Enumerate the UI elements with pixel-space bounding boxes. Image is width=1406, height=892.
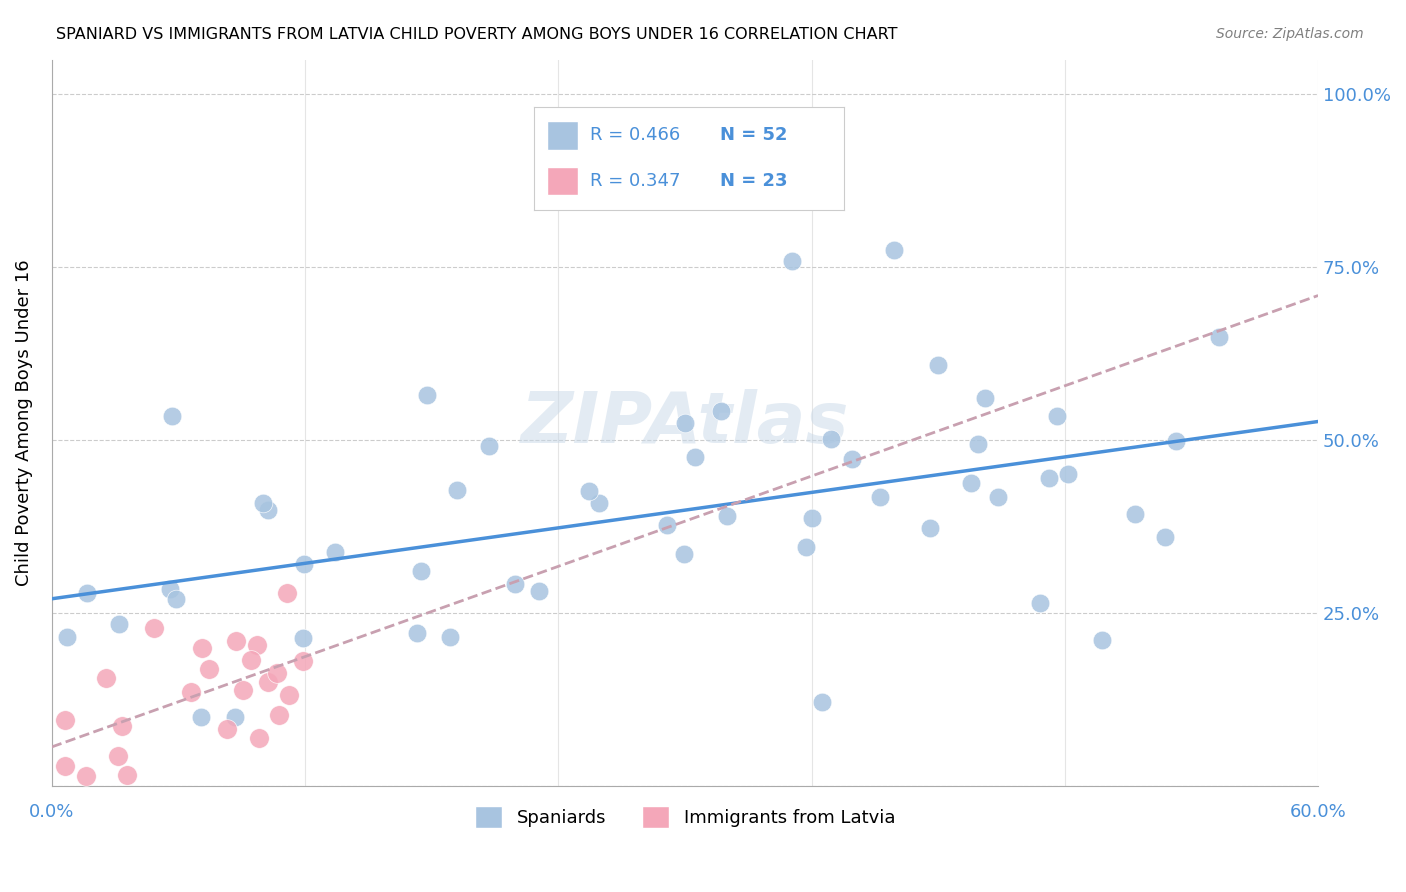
Point bbox=[247, 731, 270, 746]
Point bbox=[1208, 330, 1230, 344]
Point bbox=[918, 521, 941, 535]
Point bbox=[811, 695, 834, 709]
Point bbox=[1154, 530, 1177, 544]
Point bbox=[710, 404, 733, 418]
Text: 0.0%: 0.0% bbox=[30, 803, 75, 821]
Point bbox=[416, 387, 439, 401]
Point bbox=[108, 616, 131, 631]
Point bbox=[1038, 471, 1060, 485]
Point bbox=[75, 769, 97, 783]
Point bbox=[820, 432, 842, 446]
Point bbox=[1166, 434, 1188, 449]
Point bbox=[1028, 596, 1050, 610]
Point bbox=[974, 391, 997, 405]
Text: ZIPAtlas: ZIPAtlas bbox=[520, 389, 849, 458]
Point bbox=[672, 547, 695, 561]
Point bbox=[478, 439, 501, 453]
Point bbox=[76, 585, 98, 599]
Point bbox=[1091, 632, 1114, 647]
Point bbox=[55, 759, 77, 773]
Point bbox=[673, 416, 696, 430]
Point bbox=[411, 564, 433, 578]
Point bbox=[165, 591, 187, 606]
Point bbox=[987, 490, 1010, 504]
Point bbox=[197, 663, 219, 677]
Point bbox=[107, 748, 129, 763]
Text: Source: ZipAtlas.com: Source: ZipAtlas.com bbox=[1216, 27, 1364, 41]
Point bbox=[278, 688, 301, 702]
Point bbox=[215, 723, 238, 737]
Point bbox=[588, 496, 610, 510]
Point bbox=[960, 476, 983, 491]
Point bbox=[56, 631, 79, 645]
Point bbox=[657, 517, 679, 532]
Point bbox=[716, 509, 738, 524]
Point bbox=[527, 584, 550, 599]
FancyBboxPatch shape bbox=[547, 167, 578, 195]
Point bbox=[505, 576, 527, 591]
Point bbox=[780, 254, 803, 268]
Point bbox=[115, 767, 138, 781]
Text: R = 0.466: R = 0.466 bbox=[591, 126, 681, 144]
Point bbox=[190, 710, 212, 724]
Point bbox=[256, 503, 278, 517]
Point bbox=[405, 626, 427, 640]
Point bbox=[794, 540, 817, 554]
Point bbox=[160, 409, 183, 423]
Point bbox=[801, 510, 824, 524]
Text: R = 0.347: R = 0.347 bbox=[591, 172, 681, 190]
Point bbox=[883, 244, 905, 258]
Point bbox=[159, 582, 181, 596]
Point bbox=[439, 630, 461, 644]
Point bbox=[240, 652, 263, 666]
Point bbox=[143, 621, 166, 635]
Point bbox=[256, 674, 278, 689]
Point bbox=[1123, 507, 1146, 521]
Point bbox=[292, 558, 315, 572]
Point bbox=[53, 713, 76, 727]
Point bbox=[96, 671, 118, 685]
Point bbox=[578, 483, 600, 498]
Point bbox=[231, 682, 253, 697]
Point bbox=[291, 654, 314, 668]
Text: N = 23: N = 23 bbox=[720, 172, 787, 190]
Point bbox=[869, 490, 891, 504]
Point bbox=[225, 633, 247, 648]
Point bbox=[266, 665, 288, 680]
Point bbox=[927, 359, 949, 373]
Point bbox=[841, 452, 863, 467]
Text: 60.0%: 60.0% bbox=[1289, 803, 1347, 821]
Point bbox=[191, 641, 214, 656]
FancyBboxPatch shape bbox=[547, 121, 578, 150]
Text: N = 52: N = 52 bbox=[720, 126, 787, 144]
Point bbox=[252, 496, 274, 510]
Point bbox=[111, 719, 134, 733]
Text: SPANIARD VS IMMIGRANTS FROM LATVIA CHILD POVERTY AMONG BOYS UNDER 16 CORRELATION: SPANIARD VS IMMIGRANTS FROM LATVIA CHILD… bbox=[56, 27, 898, 42]
Point bbox=[276, 586, 298, 600]
Point bbox=[224, 710, 246, 724]
Point bbox=[1057, 467, 1080, 481]
Point bbox=[323, 545, 346, 559]
Point bbox=[967, 437, 990, 451]
Legend: Spaniards, Immigrants from Latvia: Spaniards, Immigrants from Latvia bbox=[468, 799, 903, 836]
Point bbox=[446, 483, 468, 497]
Point bbox=[267, 708, 290, 723]
Point bbox=[246, 638, 269, 652]
Point bbox=[180, 685, 202, 699]
Point bbox=[1045, 409, 1067, 424]
Point bbox=[291, 631, 314, 645]
Point bbox=[685, 450, 707, 464]
Y-axis label: Child Poverty Among Boys Under 16: Child Poverty Among Boys Under 16 bbox=[15, 260, 32, 586]
